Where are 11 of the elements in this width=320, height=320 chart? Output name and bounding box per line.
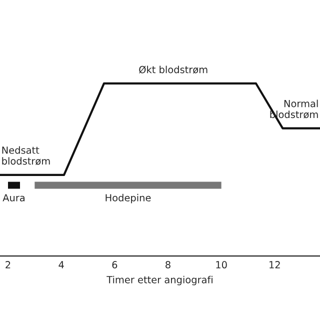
x-tick-label: 4 xyxy=(58,261,64,268)
series-label: Hodepine xyxy=(106,194,151,204)
series-label: Aura xyxy=(2,194,24,202)
x-tick-label: 6 xyxy=(112,261,118,268)
x-tick-label: 8 xyxy=(166,261,170,268)
x-tick-label: 12 xyxy=(270,261,280,268)
x-tick-label: 2 xyxy=(6,261,10,268)
x-axis-title: Timer etter angiografi xyxy=(106,276,212,286)
annotation: Økt blodstrøm xyxy=(139,66,208,74)
annotation: Nedsatt blodstrøm xyxy=(2,146,50,166)
x-tick-label: 10 xyxy=(216,261,227,268)
